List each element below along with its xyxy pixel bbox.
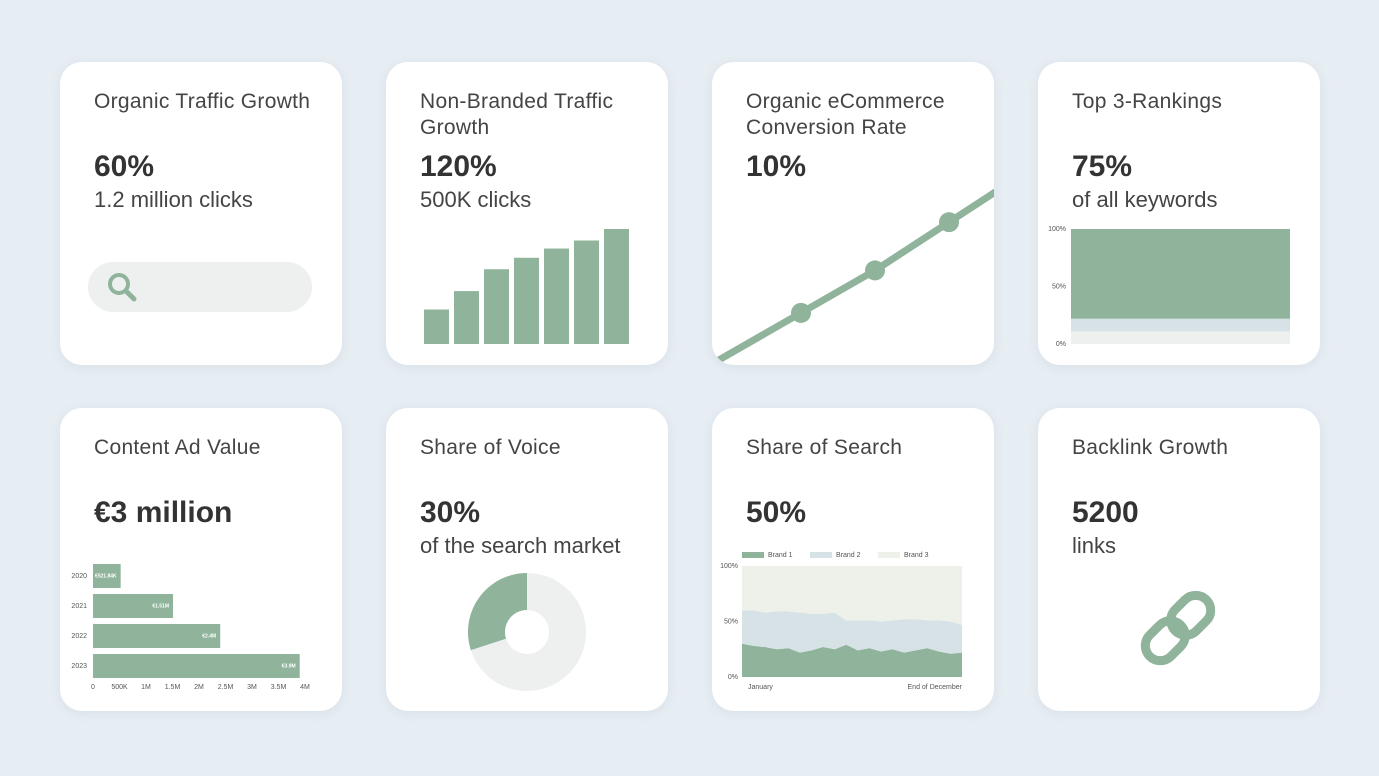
card: 0% 50% 100% Brand 1 Brand 2 Brand 3 January End… (712, 408, 994, 711)
y-tick-label: 50% (724, 618, 738, 625)
card-title: Backlink Growth (1072, 436, 1229, 459)
y-tick-label: 0% (1056, 341, 1066, 348)
segment (1071, 229, 1290, 319)
value-label: €3.9M (282, 663, 296, 669)
card-value: 120% (420, 150, 497, 183)
search-icon-handle (123, 288, 137, 302)
card: Non-Branded Traffic Growth 120% 500K cli… (386, 62, 668, 365)
x-tick-label: 4M (300, 684, 310, 691)
legend-swatch (878, 552, 900, 558)
card-value: 75% (1072, 150, 1133, 183)
card-chart (712, 188, 994, 365)
y-tick-label: 100% (1048, 226, 1066, 233)
point (939, 212, 959, 233)
slice (470, 573, 586, 691)
card-chart: 0% 50% 100% Brand 1 Brand 2 Brand 3 January End… (720, 552, 963, 691)
x-tick-label: End of December (908, 684, 963, 691)
bar (544, 248, 569, 344)
card: 0 500K 1M 1.5M 2M 2.5M 3M 3.5M 4M 2020 €521.84K 202… (60, 408, 342, 711)
x-tick-label: 1.5M (165, 684, 181, 691)
value-label: €521.84K (95, 573, 117, 579)
y-tick-label: 50% (1052, 283, 1066, 290)
legend-swatch (742, 552, 764, 558)
category-label: 2021 (71, 603, 87, 610)
card-graphic (1140, 590, 1216, 666)
card-title: Organic Traffic Growth (94, 90, 311, 113)
point (791, 302, 811, 323)
card-chart (468, 573, 586, 691)
x-tick-label: January (748, 684, 773, 691)
card-chart (424, 229, 629, 344)
bar (454, 291, 479, 344)
category-label: 2020 (71, 573, 87, 580)
search-icon (108, 273, 130, 295)
card-subtitle: links (1072, 533, 1117, 558)
card: Organic eCommerce Conversion Rate 10% (712, 62, 994, 365)
x-tick-label: 3.5M (271, 684, 287, 691)
card-subtitle: 500K clicks (420, 187, 532, 212)
bar (574, 240, 599, 344)
x-tick-label: 500K (111, 684, 128, 691)
card-title: Share of Search (746, 436, 903, 459)
bar (604, 229, 629, 344)
legend-swatch (810, 552, 832, 558)
x-tick-label: 2.5M (218, 684, 234, 691)
card-value: 5200 (1072, 496, 1139, 529)
bar (484, 269, 509, 344)
card-value: 60% (94, 150, 155, 183)
x-tick-label: 2M (194, 684, 204, 691)
card-graphic (88, 262, 312, 312)
category-label: 2023 (71, 663, 87, 670)
card-subtitle: 1.2 million clicks (94, 187, 253, 212)
bar (93, 624, 221, 648)
category-label: 2022 (71, 633, 87, 640)
card: 0% 50% 100% Top 3-Rankings 75% of all keyw… (1038, 62, 1320, 365)
x-tick-label: 1M (141, 684, 151, 691)
y-tick-label: 100% (720, 563, 738, 570)
area (742, 643, 962, 677)
area (742, 566, 962, 625)
bar (93, 654, 300, 678)
link-icon (1140, 590, 1216, 666)
card-title: Top 3-Rankings (1072, 90, 1223, 113)
x-tick-label: 3M (247, 684, 257, 691)
card-value: 50% (746, 496, 807, 529)
bar (514, 257, 539, 344)
card-value: 10% (746, 150, 807, 183)
bar (93, 594, 174, 618)
card-chart: 0% 50% 100% (1048, 226, 1290, 348)
line (712, 188, 994, 365)
x-tick-label: 0 (91, 684, 95, 691)
card-subtitle: of all keywords (1072, 187, 1218, 212)
value-label: €1.51M (152, 603, 169, 609)
card: Organic Traffic Growth 60% 1.2 million c… (60, 62, 342, 365)
card-title: Non-Branded Traffic Growth (420, 90, 614, 139)
card: Share of Voice 30% of the search market (386, 408, 668, 711)
slice (468, 573, 527, 651)
search-bar (88, 262, 312, 312)
card: Backlink Growth 5200 links (1038, 408, 1320, 711)
segment (1071, 331, 1290, 344)
y-tick-label: 0% (728, 674, 738, 681)
card-title: Share of Voice (420, 436, 561, 459)
legend-label: Brand 3 (904, 552, 929, 559)
segment (1071, 318, 1290, 332)
point (865, 260, 885, 281)
area (742, 610, 962, 654)
card-value: €3 million (94, 496, 233, 529)
value-label: €2.4M (202, 633, 216, 639)
bar (93, 564, 121, 588)
bar (424, 309, 449, 344)
card-chart: 0 500K 1M 1.5M 2M 2.5M 3M 3.5M 4M 2020 €521.84K 202… (71, 564, 310, 691)
card-title: Content Ad Value (94, 436, 261, 459)
card-value: 30% (420, 496, 481, 529)
card-subtitle: of the search market (420, 533, 621, 558)
legend-label: Brand 2 (836, 552, 861, 559)
card-title: Organic eCommerce Conversion Rate (746, 90, 945, 139)
legend-label: Brand 1 (768, 552, 793, 559)
